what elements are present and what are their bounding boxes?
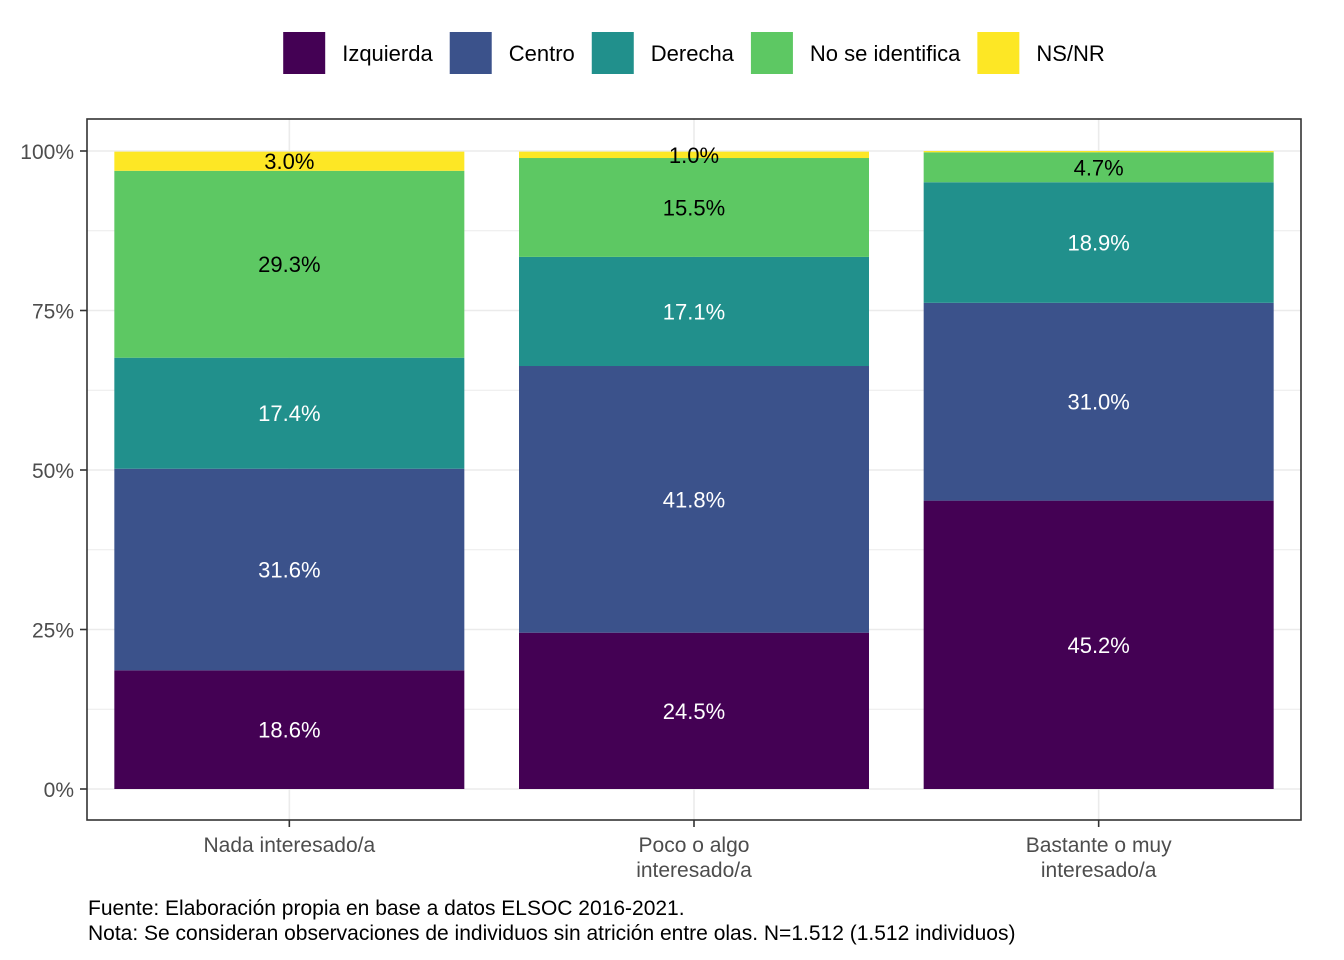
bar-value-label: 18.9% xyxy=(1067,231,1129,256)
bar-segment xyxy=(519,366,869,633)
legend-label: Centro xyxy=(509,41,575,66)
legend-label: No se identifica xyxy=(810,41,961,66)
y-tick-label: 100% xyxy=(20,141,74,164)
legend-label: Derecha xyxy=(651,41,735,66)
bar-value-label: 17.1% xyxy=(663,299,725,324)
y-tick-label: 50% xyxy=(32,460,74,483)
bar-segment xyxy=(519,632,869,789)
bar-segment xyxy=(519,256,869,367)
caption-note: Nota: Se consideran observaciones de ind… xyxy=(88,922,1016,945)
legend-key xyxy=(977,32,1020,74)
legend-key xyxy=(591,32,634,74)
bar-value-label: 18.6% xyxy=(258,718,320,743)
bar-segment xyxy=(923,500,1274,789)
bar-segment xyxy=(114,151,465,171)
caption-source: Fuente: Elaboración propia en base a dat… xyxy=(88,897,685,920)
bar-value-label: 29.3% xyxy=(258,252,320,277)
bar-value-label: 45.2% xyxy=(1067,633,1129,658)
y-tick-label: 0% xyxy=(44,779,74,802)
legend-label: Izquierda xyxy=(342,41,433,66)
legend-key xyxy=(750,32,793,74)
x-tick-label: Nada interesado/a xyxy=(204,834,376,857)
bar-segment xyxy=(923,302,1274,501)
x-tick-label: interesado/a xyxy=(636,859,752,882)
bar-segment xyxy=(519,158,869,257)
bar-segment xyxy=(923,182,1274,303)
bar-segment xyxy=(923,152,1274,183)
legend-key xyxy=(449,32,492,74)
bar-segment xyxy=(923,151,1274,153)
bar-segment xyxy=(114,670,465,789)
bar-value-label: 31.0% xyxy=(1067,390,1129,415)
bar-value-label: 4.7% xyxy=(1074,155,1124,180)
x-tick-label: interesado/a xyxy=(1041,859,1157,882)
x-tick-label: Bastante o muy xyxy=(1026,834,1172,857)
bar-segment xyxy=(519,151,869,159)
bar-value-label: 31.6% xyxy=(258,558,320,583)
bar-value-label: 15.5% xyxy=(663,195,725,220)
bar-segment xyxy=(114,468,465,671)
bar-segment xyxy=(114,357,465,469)
bar-value-label: 24.5% xyxy=(663,699,725,724)
legend-label: NS/NR xyxy=(1036,41,1104,66)
bar-value-label: 3.0% xyxy=(264,149,314,174)
bar-value-label: 17.4% xyxy=(258,401,320,426)
bar-value-label: 41.8% xyxy=(663,487,725,512)
bar-segment xyxy=(114,170,465,358)
y-tick-label: 25% xyxy=(32,620,74,643)
bar-value-label: 1.0% xyxy=(669,143,719,168)
x-tick-label: Poco o algo xyxy=(639,834,750,857)
legend-key xyxy=(283,32,326,74)
y-tick-label: 75% xyxy=(32,301,74,324)
